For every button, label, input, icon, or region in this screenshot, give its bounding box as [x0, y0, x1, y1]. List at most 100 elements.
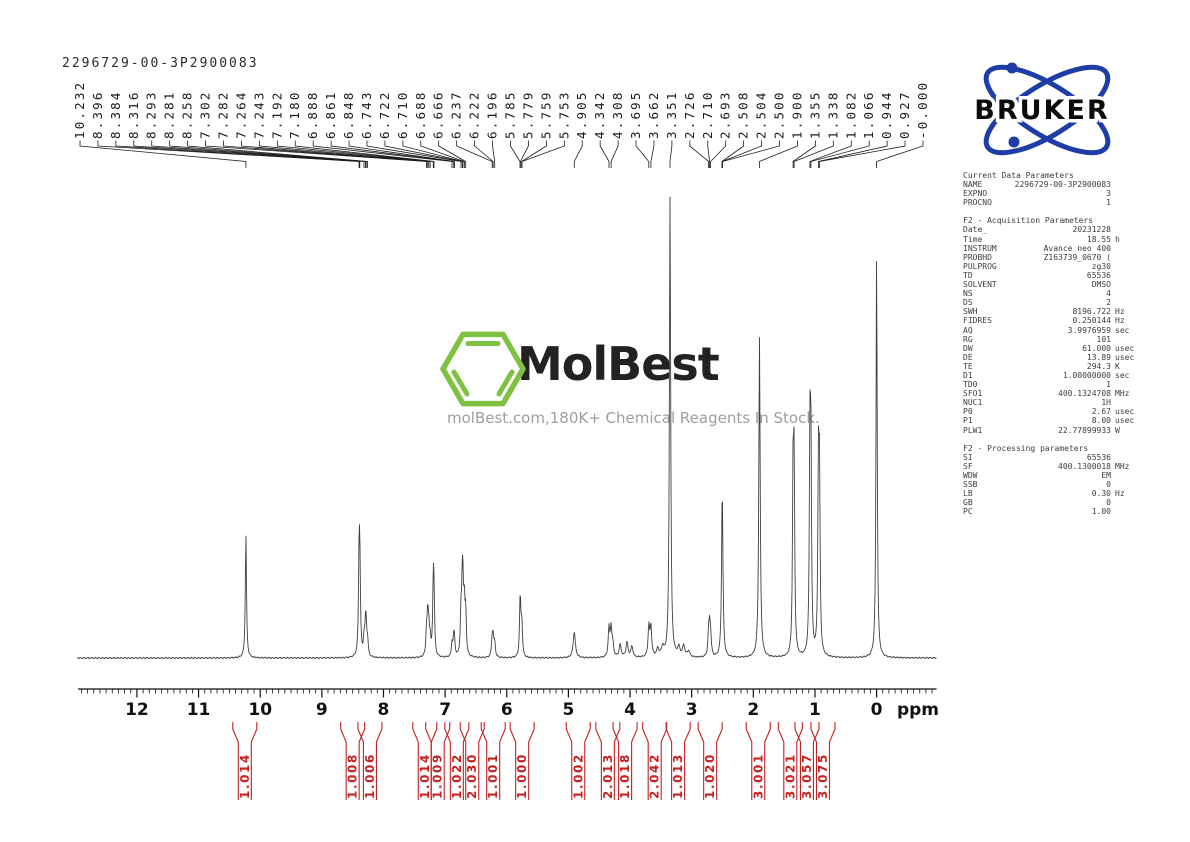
peak-leader-line [115, 140, 361, 168]
param-row: NUC1 1H [963, 398, 1141, 407]
integral-bracket [509, 722, 535, 800]
peak-leader-line [133, 140, 365, 168]
peak-ppm-label: 7.243 [251, 90, 266, 139]
peak-leader-line [187, 140, 368, 168]
peak-ppm-label: 1.355 [807, 90, 822, 139]
param-value: 1 [1106, 380, 1111, 390]
param-name: SI [963, 452, 973, 462]
peak-leader-line [599, 140, 610, 168]
sample-id: 2296729-00-3P2900083 [62, 56, 259, 71]
param-name: PLW1 [963, 425, 983, 435]
peak-leader-line [669, 140, 673, 168]
peak-ppm-label: 6.222 [467, 90, 482, 139]
param-row: SFO1 400.1324708 MHz [963, 389, 1141, 398]
peak-leader-lines [79, 140, 924, 168]
peak-ppm-label: 4.308 [610, 90, 625, 139]
param-name: SOLVENT [963, 280, 997, 290]
peak-ppm-label: 0.944 [879, 90, 894, 139]
param-row: EXPNO 3 [963, 189, 1141, 198]
param-value: 22.77899933 [1058, 425, 1111, 435]
param-name: DE [963, 352, 973, 362]
axis-number: 9 [316, 700, 328, 720]
param-row: DS 2 [963, 298, 1141, 307]
param-unit [1111, 471, 1141, 480]
param-section-header: Current Data Parameters [963, 171, 1074, 180]
param-value: 2296729-00-3P2900083 [1014, 180, 1111, 190]
param-row: AQ 3.9976959 sec [963, 326, 1141, 335]
peak-leader-line [810, 140, 870, 168]
param-name: NS [963, 289, 973, 299]
integral-value-label: 1.009 [431, 753, 445, 799]
peak-leader-line [402, 140, 464, 168]
param-value: 8.00 [1091, 416, 1111, 426]
integral-bracket [810, 722, 836, 800]
peak-ppm-label: 2.508 [736, 90, 751, 139]
param-unit: Hz [1115, 307, 1125, 317]
peak-ppm-label: 8.258 [180, 90, 195, 139]
param-row: Date_ 20231228 [963, 225, 1141, 234]
param-unit [1111, 225, 1141, 234]
benzene-bond-icon [451, 369, 470, 397]
param-section: Current Data Parameters NAME 2296729-00-3P… [963, 171, 1141, 207]
param-row: Time 18.55 h [963, 235, 1141, 244]
param-unit: h [1115, 234, 1120, 244]
param-unit: sec [1115, 370, 1130, 380]
param-value: DMSO [1091, 280, 1111, 290]
peak-ppm-label: 2.693 [718, 90, 733, 139]
param-unit: MHz [1115, 389, 1130, 399]
integral-value-label: 1.020 [703, 753, 717, 799]
peak-ppm-label: 6.237 [449, 90, 464, 139]
param-unit [1111, 180, 1141, 189]
integral-bracket [745, 722, 771, 800]
integral-value-label: 3.001 [751, 753, 765, 799]
integral-value-label: 1.014 [418, 753, 432, 799]
param-name: Date_ [963, 225, 988, 235]
bruker-orbit-dot-icon [1006, 62, 1018, 74]
integral-bracket [357, 722, 383, 800]
peak-leader-line [456, 140, 493, 168]
param-value: 101 [1096, 334, 1111, 344]
peak-leader-line [205, 140, 427, 168]
param-name: GB [963, 498, 973, 508]
param-unit: usec [1115, 416, 1135, 426]
peak-leader-line [223, 140, 429, 168]
integral-bracket [340, 722, 366, 800]
axis-number: 11 [187, 700, 211, 720]
peak-ppm-label: 1.338 [825, 90, 840, 139]
param-value: Z163739_0670 ( [1043, 252, 1111, 262]
peak-leader-line [294, 140, 435, 168]
peak-ppm-label: 6.743 [359, 90, 374, 139]
peak-leader-line [438, 140, 467, 168]
param-row: P0 2.67 usec [963, 407, 1141, 416]
param-unit [1111, 380, 1141, 389]
axis-number: 1 [809, 700, 821, 720]
bruker-logo: BRUKER [971, 62, 1111, 156]
integral-bracket [642, 722, 668, 800]
param-value: EM [1101, 470, 1111, 480]
param-section: F2 - Processing parameters SI 65536 SF 400.1… [963, 444, 1141, 517]
peak-ppm-label: 5.753 [556, 90, 571, 139]
param-name: WDW [963, 470, 978, 480]
integral-bracket [480, 722, 506, 800]
param-unit [1111, 298, 1141, 307]
param-value: 8196.722 [1072, 307, 1111, 317]
param-unit [1111, 335, 1141, 344]
param-name: D1 [963, 370, 973, 380]
param-name: P0 [963, 407, 973, 417]
param-value: 1.00 [1091, 507, 1111, 517]
peak-leader-line [759, 140, 798, 168]
param-name: P1 [963, 416, 973, 426]
param-row: RG 101 [963, 335, 1141, 344]
integral-value-label: 2.042 [648, 753, 662, 799]
peak-ppm-label: 1.066 [861, 90, 876, 139]
param-section-header: F2 - Acquisition Parameters [963, 216, 1094, 226]
param-row: SWH 8196.722 Hz [963, 307, 1141, 316]
peak-ppm-label: 6.722 [377, 90, 392, 139]
peak-leader-line [169, 140, 367, 168]
peak-ppm-label: 8.384 [108, 90, 123, 139]
param-unit [1111, 271, 1141, 280]
param-unit [1111, 289, 1141, 298]
benzene-bond-icon [496, 369, 515, 397]
integral-bracket [459, 722, 485, 800]
